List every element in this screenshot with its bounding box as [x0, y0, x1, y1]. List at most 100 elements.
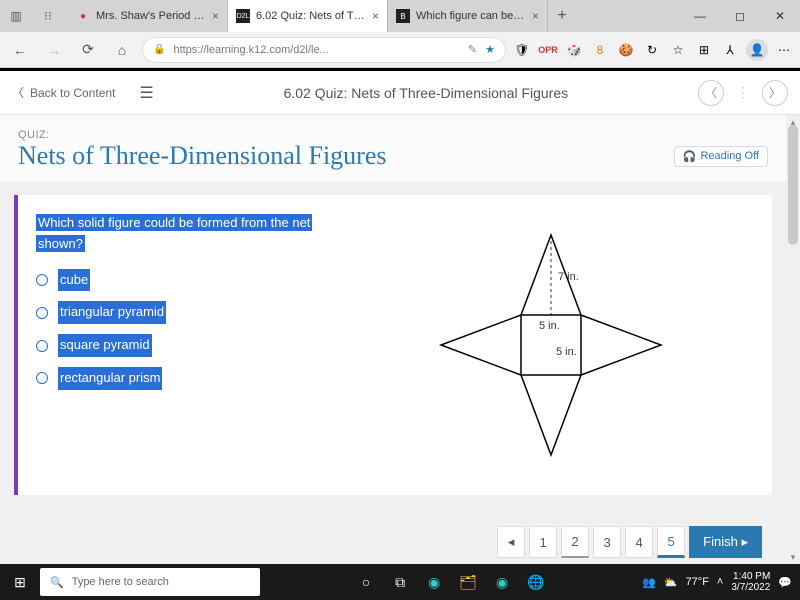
- ext-sync-icon[interactable]: ↻: [642, 40, 662, 60]
- reading-toggle[interactable]: 🎧 Reading Off: [674, 146, 768, 167]
- cortana-icon[interactable]: ○: [353, 569, 379, 595]
- refresh-icon[interactable]: ⟳: [74, 36, 102, 64]
- favorite-icon[interactable]: ★: [485, 43, 495, 56]
- question-left: Which solid figure could be formed from …: [36, 213, 336, 477]
- pager-1[interactable]: 1: [529, 526, 557, 558]
- option-2[interactable]: triangular pyramid: [36, 301, 336, 324]
- menu-dots-icon[interactable]: ⋮: [736, 84, 750, 101]
- nav-arrows: 〈 ⋮ 〉: [698, 80, 788, 106]
- browser-tab-1[interactable]: ● Mrs. Shaw's Period 7 ELA Cl ×: [68, 0, 228, 32]
- taskbar: ⊞ 🔍 Type here to search ○ ⧉ ◉ 🗂 ◉ 🌐 👥 ⛅ …: [0, 564, 800, 600]
- scrollbar[interactable]: ▴ ▾: [786, 115, 800, 564]
- radio-icon[interactable]: [36, 372, 48, 384]
- people-icon[interactable]: 👥: [642, 576, 656, 589]
- pager-3[interactable]: 3: [593, 526, 621, 558]
- measure-5in-top: 5 in.: [539, 320, 560, 332]
- options-list: cube triangular pyramid square pyramid r…: [36, 269, 336, 390]
- radio-icon[interactable]: [36, 340, 48, 352]
- address-bar: ← → ⟳ ⌂ 🔒 https://learning.k12.com/d2l/l…: [0, 32, 800, 68]
- menu-icon[interactable]: ☰: [139, 83, 153, 103]
- edge2-icon[interactable]: ◉: [489, 569, 515, 595]
- ext-y-icon[interactable]: ⅄: [720, 40, 740, 60]
- clock[interactable]: 1:40 PM 3/7/2022: [731, 571, 770, 593]
- url-text: https://learning.k12.com/d2l/le...: [173, 44, 459, 56]
- scroll-thumb[interactable]: [788, 125, 798, 245]
- finish-button[interactable]: Finish ▸: [689, 526, 762, 558]
- scroll-down-icon[interactable]: ▾: [786, 550, 800, 564]
- favicon-icon: D2L: [236, 9, 250, 23]
- ext-8-icon[interactable]: 8: [590, 40, 610, 60]
- tab-label: Which figure can be formed fro: [416, 10, 526, 22]
- back-to-content-link[interactable]: 〈 Back to Content: [12, 84, 115, 101]
- question-card: Which solid figure could be formed from …: [14, 195, 772, 495]
- favorites-icon[interactable]: ☆: [668, 40, 688, 60]
- start-button[interactable]: ⊞: [0, 574, 40, 591]
- next-page-button[interactable]: 〉: [762, 80, 788, 106]
- forward-icon[interactable]: →: [40, 36, 68, 64]
- search-icon: 🔍: [50, 576, 64, 589]
- chevron-left-icon: 〈: [12, 84, 24, 101]
- chevron-up-icon[interactable]: ˄: [717, 576, 723, 588]
- option-4[interactable]: rectangular prism: [36, 367, 336, 390]
- shield-icon[interactable]: 🛡: [512, 40, 532, 60]
- option-label: triangular pyramid: [58, 301, 166, 324]
- pager-prev[interactable]: ◂: [497, 526, 525, 558]
- taskbar-search[interactable]: 🔍 Type here to search: [40, 568, 260, 596]
- radio-icon[interactable]: [36, 274, 48, 286]
- page-title: 6.02 Quiz: Nets of Three-Dimensional Fig…: [154, 85, 698, 101]
- explorer-icon[interactable]: 🗂: [455, 569, 481, 595]
- profile-icon[interactable]: 👤: [746, 39, 768, 61]
- headphones-icon: 🎧: [683, 150, 697, 163]
- task-view-icon[interactable]: ⧉: [387, 569, 413, 595]
- extension-icons: 🛡 OPR 🎲 8 🍪 ↻ ☆ ⊞ ⅄ 👤 ⋯: [512, 39, 794, 61]
- chrome-icon[interactable]: 🌐: [523, 569, 549, 595]
- new-tab-button[interactable]: +: [548, 0, 576, 32]
- workspace-icon[interactable]: ⁝⁝: [32, 0, 64, 32]
- search-placeholder: Type here to search: [72, 576, 169, 588]
- pager-5[interactable]: 5: [657, 526, 685, 558]
- option-label: rectangular prism: [58, 367, 162, 390]
- back-icon[interactable]: ←: [6, 36, 34, 64]
- close-icon[interactable]: ×: [212, 9, 219, 23]
- close-icon[interactable]: ×: [372, 9, 379, 23]
- ext-opera-icon[interactable]: OPR: [538, 40, 558, 60]
- pager-4[interactable]: 4: [625, 526, 653, 558]
- date: 3/7/2022: [731, 582, 770, 593]
- radio-icon[interactable]: [36, 307, 48, 319]
- ext-cookie-icon[interactable]: 🍪: [616, 40, 636, 60]
- question-pager: ◂ 1 2 3 4 5 Finish ▸: [497, 526, 762, 558]
- weather-icon[interactable]: ⛅: [664, 576, 678, 589]
- tab-overview-icon[interactable]: ▥: [0, 0, 32, 32]
- collections-icon[interactable]: ⊞: [694, 40, 714, 60]
- content-area: QUIZ: Nets of Three-Dimensional Figures …: [0, 115, 800, 564]
- minimize-button[interactable]: —: [680, 0, 720, 32]
- browser-tab-2[interactable]: D2L 6.02 Quiz: Nets of Three-Dimens ×: [228, 0, 388, 32]
- quiz-label: QUIZ:: [18, 129, 768, 141]
- ext-dice-icon[interactable]: 🎲: [564, 40, 584, 60]
- option-1[interactable]: cube: [36, 269, 336, 292]
- favicon-icon: ●: [76, 9, 90, 23]
- weather-temp: 77°F: [686, 576, 709, 588]
- reading-label: Reading Off: [700, 150, 759, 162]
- tab-strip: ● Mrs. Shaw's Period 7 ELA Cl × D2L 6.02…: [64, 0, 680, 32]
- maximize-button[interactable]: ◻: [720, 0, 760, 32]
- net-figure: 7 in. 5 in. 5 in.: [421, 215, 681, 475]
- tab-label: Mrs. Shaw's Period 7 ELA Cl: [96, 10, 206, 22]
- option-label: square pyramid: [58, 334, 152, 357]
- url-input[interactable]: 🔒 https://learning.k12.com/d2l/le... ✎ ★: [142, 37, 506, 63]
- option-3[interactable]: square pyramid: [36, 334, 336, 357]
- browser-tab-3[interactable]: B Which figure can be formed fro ×: [388, 0, 548, 32]
- close-button[interactable]: ✕: [760, 0, 800, 32]
- search-voice-icon[interactable]: ✎: [468, 43, 477, 56]
- edge-icon[interactable]: ◉: [421, 569, 447, 595]
- measure-7in: 7 in.: [558, 271, 579, 283]
- more-icon[interactable]: ⋯: [774, 40, 794, 60]
- close-icon[interactable]: ×: [532, 9, 539, 23]
- pager-2[interactable]: 2: [561, 526, 589, 558]
- option-label: cube: [58, 269, 90, 292]
- home-icon[interactable]: ⌂: [108, 36, 136, 64]
- prev-page-button[interactable]: 〈: [698, 80, 724, 106]
- task-icons: ○ ⧉ ◉ 🗂 ◉ 🌐: [260, 569, 642, 595]
- question-line: shown?: [36, 235, 85, 252]
- notifications-icon[interactable]: 💬: [778, 576, 792, 589]
